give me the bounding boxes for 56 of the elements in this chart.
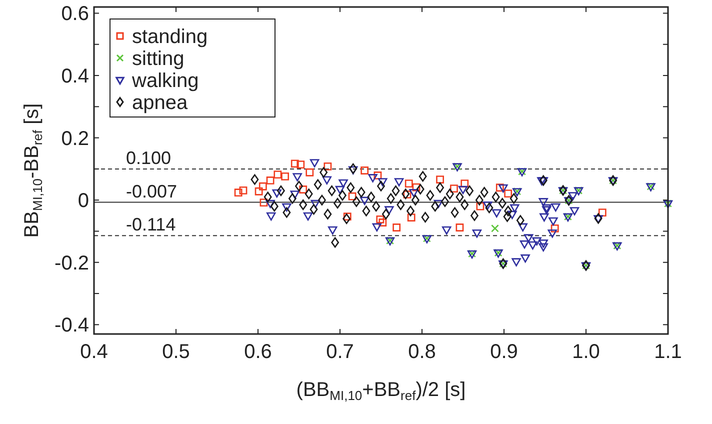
point	[407, 214, 416, 222]
y-tick-label: 0.6	[61, 3, 89, 26]
point	[496, 184, 504, 192]
x-tick-label: 0.8	[408, 341, 436, 363]
point	[403, 190, 412, 198]
point	[258, 182, 267, 190]
point	[404, 180, 413, 188]
y-tick-label: 0	[78, 190, 89, 212]
point	[306, 168, 314, 176]
point	[376, 215, 384, 224]
ref-line-label: 0.100	[126, 148, 172, 168]
point	[550, 224, 559, 232]
point	[450, 184, 458, 193]
point	[392, 224, 401, 232]
legend-label: standing	[132, 26, 208, 48]
legend-label: sitting	[132, 48, 184, 70]
point	[281, 172, 290, 180]
point	[504, 190, 512, 198]
point	[324, 162, 332, 170]
point	[239, 186, 248, 194]
point	[348, 192, 356, 200]
point	[266, 176, 274, 184]
point	[299, 186, 308, 194]
x-tick-label: 1.0	[572, 341, 600, 363]
point	[260, 198, 268, 207]
y-tick-label: -0.4	[54, 314, 89, 337]
legend-label: apnea	[132, 92, 188, 114]
ref-line-label: -0.114	[126, 214, 176, 235]
x-tick-label: 0.6	[244, 341, 272, 363]
y-tick-label: -0.2	[54, 252, 89, 274]
x-tick-label: 0.4	[80, 341, 108, 363]
point	[476, 202, 484, 210]
point	[598, 208, 606, 216]
point	[491, 224, 499, 232]
x-tick-label: 0.9	[490, 341, 518, 363]
x-tick-label: 0.5	[162, 341, 190, 363]
x-tick-label: 0.7	[326, 341, 354, 363]
y-tick-label: 0.2	[61, 128, 89, 150]
x-tick-label: 1.1	[654, 341, 682, 363]
point	[343, 212, 352, 221]
point	[274, 170, 282, 178]
point	[456, 224, 464, 232]
y-tick-label: 0.4	[61, 66, 89, 88]
ref-line-label: -0.007	[126, 181, 178, 202]
legend-label: walking	[131, 70, 199, 92]
point	[460, 180, 469, 188]
x-axis-title: (BB$_{MI,10}$+BB$_{ref}$)/2 [s]	[296, 379, 466, 403]
point	[378, 218, 387, 226]
point	[296, 160, 305, 169]
point	[412, 183, 420, 192]
point	[254, 187, 263, 196]
point	[360, 166, 369, 174]
point	[436, 176, 444, 184]
point	[234, 188, 242, 197]
point	[290, 160, 299, 168]
point	[374, 172, 382, 180]
